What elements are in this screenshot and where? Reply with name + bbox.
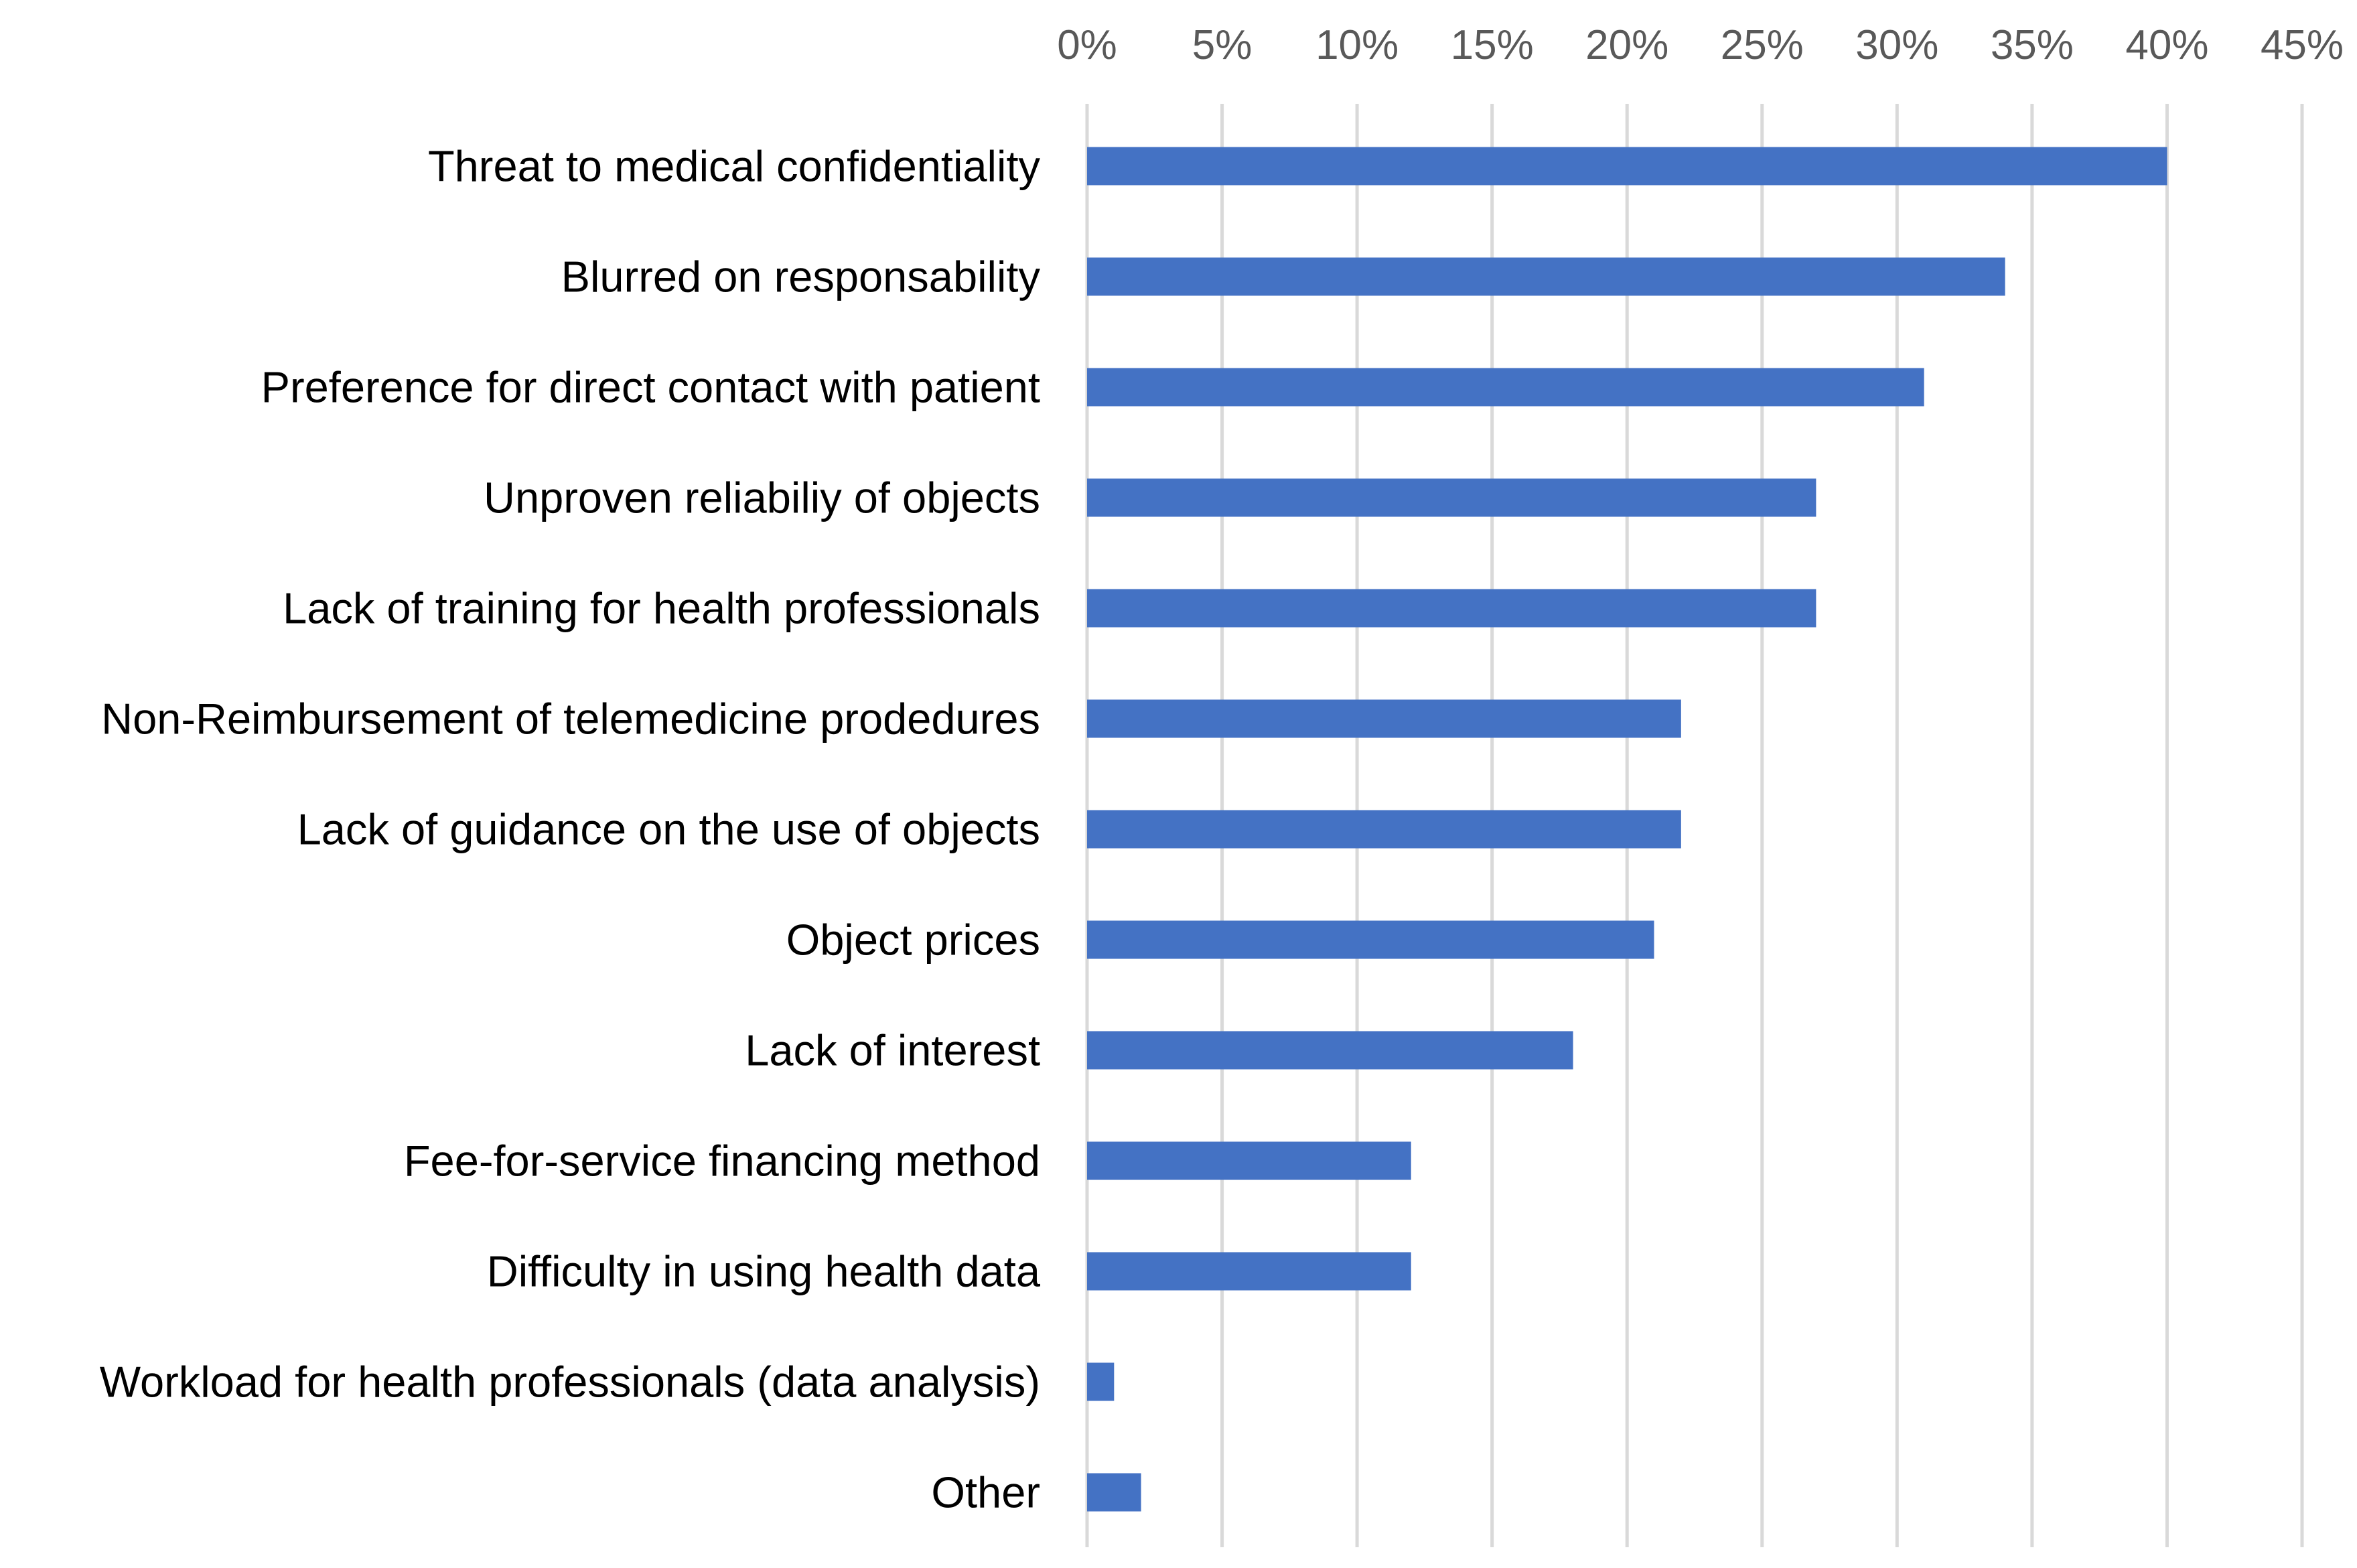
category-label: Lack of interest: [745, 1026, 1040, 1075]
category-label: Lack of guidance on the use of objects: [297, 805, 1040, 854]
bar: [1087, 1141, 1411, 1180]
x-tick-label: 30%: [1855, 22, 1938, 68]
x-tick-label: 45%: [2261, 22, 2344, 68]
category-label: Non-Reimbursement of telemedicine proded…: [101, 695, 1040, 743]
bar: [1087, 920, 1654, 959]
category-label: Difficulty in using health data: [487, 1247, 1041, 1296]
x-tick-label: 0%: [1057, 22, 1117, 68]
category-label: Workload for health professionals (data …: [100, 1358, 1040, 1407]
bar: [1087, 810, 1681, 849]
bar: [1087, 1252, 1411, 1291]
category-label: Blurred on responsability: [561, 253, 1041, 301]
x-tick-label: 15%: [1451, 22, 1534, 68]
bar: [1087, 1362, 1115, 1401]
category-label: Object prices: [786, 916, 1040, 965]
x-axis-ticks: 0% 5% 10% 15% 20% 25% 30% 35% 40% 45%: [1057, 22, 2344, 68]
bar: [1087, 589, 1816, 628]
bar: [1087, 368, 1924, 407]
category-label: Lack of training for health professional…: [283, 584, 1040, 633]
x-tick-label: 35%: [1991, 22, 2074, 68]
category-label: Other: [931, 1468, 1040, 1517]
category-labels: Threat to medical confidentiality Blurred…: [100, 142, 1041, 1517]
bar: [1087, 699, 1681, 738]
category-label: Unproven reliabiliy of objects: [484, 474, 1040, 522]
category-label: Preference for direct contact with patie…: [261, 363, 1040, 412]
x-tick-label: 20%: [1585, 22, 1668, 68]
bar: [1087, 1473, 1141, 1512]
bars: [1087, 147, 2167, 1512]
bar: [1087, 478, 1816, 517]
category-label: Fee-for-service financing method: [404, 1137, 1040, 1186]
x-tick-label: 5%: [1192, 22, 1253, 68]
bar: [1087, 1031, 1573, 1070]
bar: [1087, 147, 2167, 186]
x-tick-label: 25%: [1721, 22, 1804, 68]
x-tick-label: 10%: [1315, 22, 1399, 68]
x-tick-label: 40%: [2125, 22, 2208, 68]
category-label: Threat to medical confidentiality: [428, 142, 1041, 191]
bar: [1087, 257, 2005, 296]
